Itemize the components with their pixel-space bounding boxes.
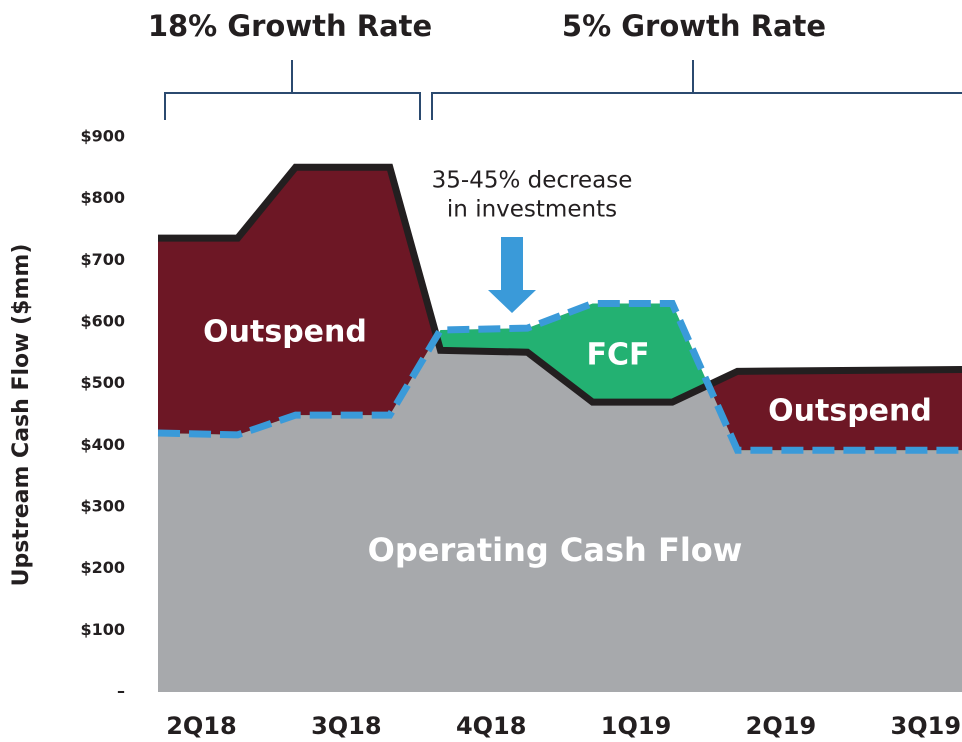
y-tick-label: $200 — [80, 558, 125, 577]
x-tick-label: 2Q18 — [166, 712, 237, 740]
x-tick-label: 1Q19 — [601, 712, 672, 740]
y-tick-label: $700 — [80, 250, 125, 269]
y-tick-label: $300 — [80, 497, 125, 516]
area-label: FCF — [586, 338, 649, 373]
callout-text: in investments — [447, 197, 617, 223]
operating-cash-flow-line — [157, 300, 962, 454]
y-tick-label: $800 — [80, 188, 125, 207]
growth-rate-label: 18% Growth Rate — [148, 9, 432, 43]
brackets — [164, 60, 962, 120]
x-tick-label: 2Q19 — [746, 712, 817, 740]
bracket — [164, 60, 421, 120]
operating-cash-flow-area — [158, 303, 962, 692]
bracket — [431, 60, 962, 120]
outspend-area — [158, 167, 962, 451]
y-tick-label: $400 — [80, 435, 125, 454]
x-tick-label: 3Q18 — [311, 712, 382, 740]
area-label: Operating Cash Flow — [368, 531, 743, 569]
callout-text: 35-45% decrease — [432, 168, 633, 194]
y-tick-label: – — [117, 682, 125, 701]
area-label: Outspend — [203, 315, 367, 350]
y-tick-label: $900 — [80, 127, 125, 146]
arrow — [488, 237, 536, 313]
y-tick-label: $100 — [80, 620, 125, 639]
growth-rate-label: 5% Growth Rate — [562, 9, 826, 43]
x-tick-label: 4Q18 — [456, 712, 527, 740]
y-tick-label: $600 — [80, 312, 125, 331]
y-tick-label: $500 — [80, 373, 125, 392]
investments-line — [158, 163, 962, 406]
x-tick-label: 3Q19 — [891, 712, 962, 740]
area-label: Outspend — [768, 394, 932, 429]
y-axis-label: Upstream Cash Flow ($mm) — [9, 244, 34, 587]
